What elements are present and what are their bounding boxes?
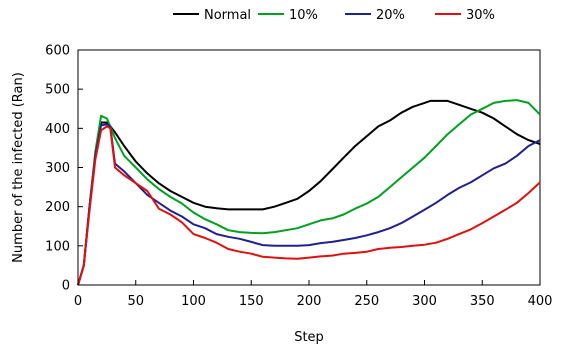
series-line-normal	[77, 99, 541, 286]
y-tick-label: 300	[45, 161, 70, 176]
legend-label: 30%	[466, 8, 495, 23]
series-line-10pct	[77, 99, 541, 286]
plot-area	[77, 49, 541, 286]
y-tick-label: 400	[45, 122, 70, 137]
y-tick-label: 100	[45, 239, 70, 254]
x-tick-label: 250	[354, 294, 379, 309]
x-axis-ticks: 0 50 100 150 200 250 300 350 400	[74, 280, 553, 309]
x-tick-label: 300	[412, 294, 437, 309]
plot-border	[77, 49, 541, 286]
legend-label: 20%	[376, 8, 405, 23]
series-lines	[77, 99, 541, 286]
y-tick-label: 500	[45, 83, 70, 98]
legend-label: 10%	[289, 8, 318, 23]
y-tick-label: 0	[62, 279, 70, 294]
legend: Normal 10% 20% 30%	[173, 8, 495, 23]
x-tick-label: 400	[528, 294, 553, 309]
x-tick-label: 150	[239, 294, 264, 309]
series-line-20pct	[77, 123, 541, 286]
x-tick-label: 200	[297, 294, 322, 309]
x-tick-label: 100	[181, 294, 206, 309]
x-tick-label: 0	[74, 294, 82, 309]
y-tick-label: 600	[45, 44, 70, 59]
x-axis-title: Step	[294, 330, 324, 345]
y-axis-ticks: 0 100 200 300 400 500 600	[45, 44, 83, 294]
y-axis-title: Number of the infected (Ran)	[11, 72, 26, 263]
series-line-30pct	[77, 125, 541, 286]
x-tick-label: 50	[127, 294, 144, 309]
legend-label: Normal	[204, 8, 251, 23]
y-tick-label: 200	[45, 200, 70, 215]
x-tick-label: 350	[470, 294, 495, 309]
